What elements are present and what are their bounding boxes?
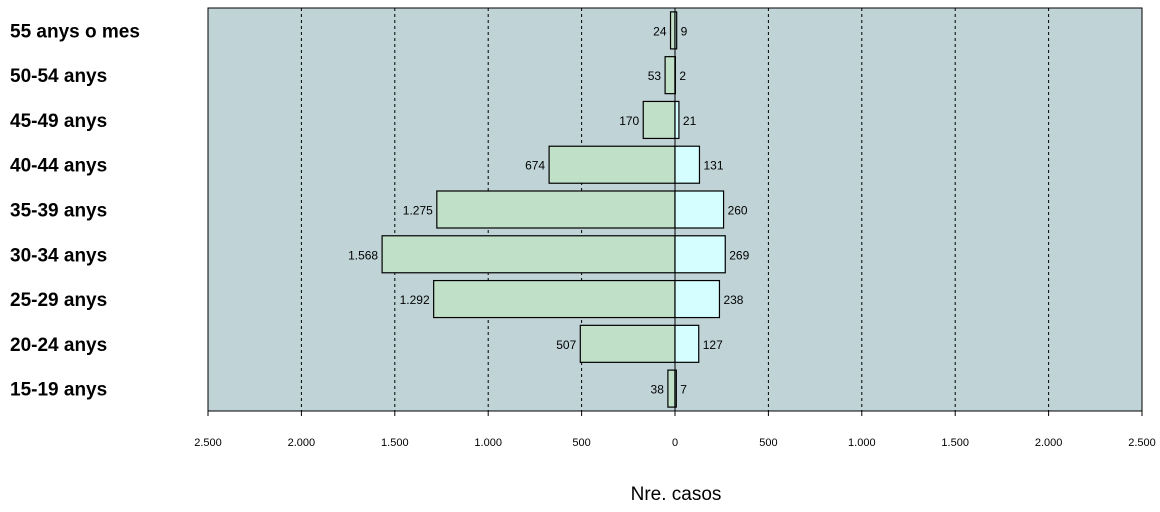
data-label-right: 21 — [683, 114, 697, 128]
bar-left — [381, 235, 676, 274]
x-axis-title: Nre. casos — [631, 484, 722, 505]
x-tick-label: 500 — [759, 437, 777, 449]
category-label: 55 anys o mes — [10, 21, 140, 42]
x-tick-label: 500 — [572, 437, 590, 449]
category-label: 45-49 anys — [10, 111, 107, 132]
category-label: 50-54 anys — [10, 66, 107, 87]
category-label: 15-19 anys — [10, 380, 107, 401]
data-label-left: 507 — [556, 338, 576, 352]
bar-left — [433, 279, 676, 319]
category-label: 40-44 anys — [10, 156, 107, 177]
x-tick-label: 2.000 — [1035, 437, 1063, 449]
bar-left — [642, 100, 676, 140]
bar-right — [674, 190, 725, 229]
data-label-right: 269 — [729, 248, 749, 262]
bar-left — [669, 11, 676, 50]
category-label: 35-39 anys — [10, 201, 107, 222]
data-label-right: 2 — [679, 69, 686, 83]
data-label-right: 127 — [703, 338, 723, 352]
bar-right — [674, 369, 677, 408]
x-tick-label: 1.500 — [941, 437, 969, 449]
bar-right — [674, 279, 721, 319]
category-label: 30-34 anys — [10, 245, 107, 266]
x-axis: 2.500 2.000 1.500 1.000 500 0 500 1.000 1.500 2.0… — [194, 410, 1156, 449]
data-labels: 24 9 53 2 170 21 674 131 1.275 260 1.568 269 1.292 23… — [348, 24, 750, 396]
data-label-left: 1.292 — [400, 293, 430, 307]
category-label: 25-29 anys — [10, 290, 107, 311]
data-label-right: 7 — [680, 383, 687, 397]
data-label-left: 170 — [619, 114, 639, 128]
bar-left — [548, 145, 676, 184]
category-label: 20-24 anys — [10, 335, 107, 356]
category-labels: 55 anys o mes 50-54 anys 45-49 anys 40-44 a… — [10, 21, 140, 400]
bar-left — [436, 190, 676, 229]
x-tick-label: 0 — [672, 437, 678, 449]
x-tick-label: 1.000 — [474, 437, 502, 449]
bar-right — [674, 145, 701, 184]
data-label-left: 1.275 — [403, 204, 433, 218]
x-tick-label: 1.000 — [848, 437, 876, 449]
data-label-left: 674 — [525, 159, 545, 173]
x-tick-label: 2.000 — [288, 437, 316, 449]
bar-left — [667, 369, 676, 408]
bar-right — [674, 11, 678, 50]
data-label-right: 238 — [723, 293, 743, 307]
x-tick-label: 1.500 — [381, 437, 409, 449]
data-label-left: 24 — [653, 24, 667, 38]
x-tick-label: 2.500 — [1128, 437, 1156, 449]
bar-left — [664, 56, 676, 95]
data-label-left: 38 — [651, 383, 665, 397]
bar-right — [674, 100, 680, 140]
bar-right — [674, 235, 726, 274]
data-label-right: 9 — [681, 24, 688, 38]
x-tick-label: 2.500 — [194, 437, 222, 449]
data-label-left: 53 — [648, 69, 662, 83]
data-label-right: 260 — [728, 204, 748, 218]
data-label-right: 131 — [703, 159, 723, 173]
bar-left — [579, 324, 676, 363]
data-label-left: 1.568 — [348, 248, 378, 262]
bars — [381, 11, 726, 408]
bar-right — [674, 324, 700, 363]
